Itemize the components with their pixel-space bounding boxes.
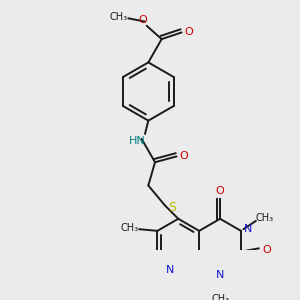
Text: O: O xyxy=(216,186,224,196)
Text: CH₃: CH₃ xyxy=(255,212,273,223)
Text: S: S xyxy=(168,202,176,214)
Text: O: O xyxy=(262,245,271,255)
Text: CH₃: CH₃ xyxy=(211,294,229,300)
Text: N: N xyxy=(216,270,224,280)
Text: N: N xyxy=(166,265,174,275)
Text: O: O xyxy=(179,151,188,160)
Text: O: O xyxy=(138,15,147,25)
Text: O: O xyxy=(184,27,193,37)
Text: CH₃: CH₃ xyxy=(120,224,138,233)
Text: HN: HN xyxy=(129,136,146,146)
Text: CH₃: CH₃ xyxy=(109,12,128,22)
Text: N: N xyxy=(243,224,252,234)
